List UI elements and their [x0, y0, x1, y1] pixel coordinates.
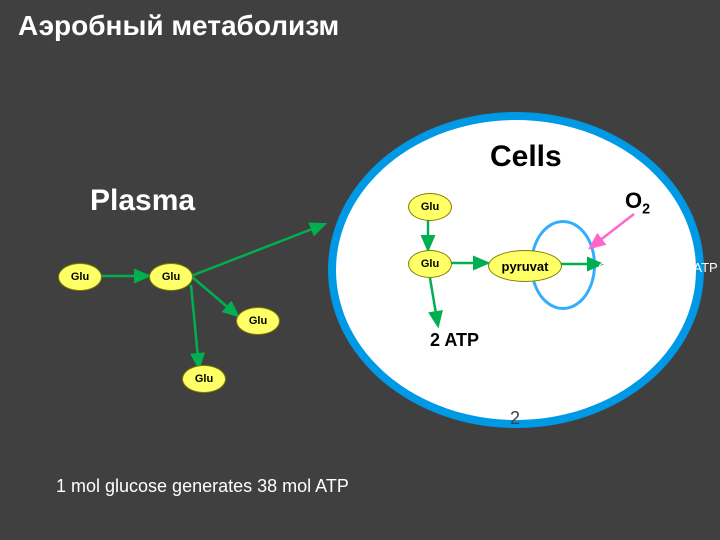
- pyruvat-label: pyruvat: [502, 259, 549, 274]
- glu-plasma-3: Glu: [236, 307, 280, 335]
- glu-cell-1: Glu: [408, 193, 452, 221]
- slide-title: Аэробный метаболизм: [18, 10, 339, 42]
- glu-plasma-1: Glu: [58, 263, 102, 291]
- footer-text: 1 mol glucose generates 38 mol ATP: [56, 476, 349, 497]
- stray-2: 2: [510, 408, 520, 429]
- cells-label: Cells: [490, 140, 562, 174]
- plasma-label: Plasma: [90, 184, 195, 218]
- o2-label: O2: [625, 188, 650, 217]
- glu-plasma-2: Glu: [149, 263, 193, 291]
- slide-root: Аэробный метаболизм Plasma Cells O2 2 AT…: [0, 0, 720, 540]
- glu-cell-2: Glu: [408, 250, 452, 278]
- glu-plasma-4: Glu: [182, 365, 226, 393]
- products-label: CO2 + H2O + 36 ATP: [598, 260, 718, 278]
- pyruvat-node: pyruvat: [488, 250, 562, 282]
- atp-2-label: 2 ATP: [430, 330, 479, 351]
